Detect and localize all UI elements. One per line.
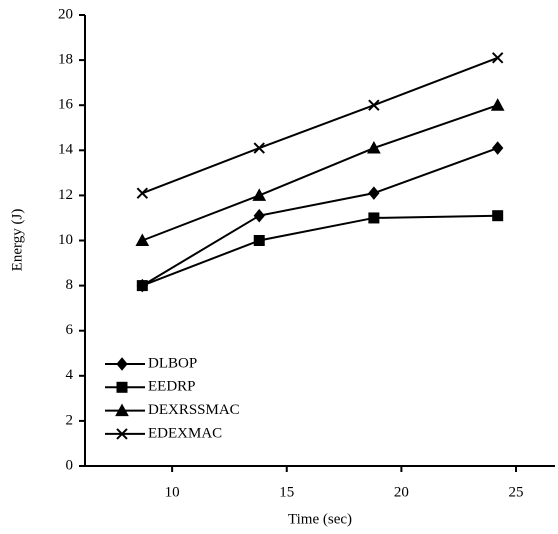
marker: [491, 52, 504, 64]
marker: [253, 142, 265, 154]
marker: [492, 210, 504, 222]
x-tick-label: 25: [509, 484, 524, 500]
marker: [367, 141, 381, 154]
legend-marker: [116, 381, 128, 393]
y-tick-label: 12: [58, 187, 73, 203]
marker: [253, 208, 265, 223]
legend-label: EDEXMAC: [148, 425, 222, 441]
y-tick-label: 8: [66, 277, 74, 293]
legend-label: DEXRSSMAC: [148, 402, 240, 418]
y-tick-label: 6: [66, 322, 74, 338]
legend-marker: [115, 403, 129, 417]
marker: [368, 99, 380, 111]
legend-label: EEDRP: [148, 379, 196, 395]
series-line: [141, 147, 499, 287]
marker: [490, 98, 505, 111]
marker: [253, 235, 265, 246]
marker: [252, 188, 267, 201]
y-tick-label: 16: [58, 97, 74, 113]
y-tick-label: 10: [58, 232, 73, 248]
y-tick-label: 18: [58, 52, 73, 68]
x-tick-label: 10: [165, 484, 180, 500]
series-line: [141, 104, 499, 242]
marker: [368, 212, 380, 224]
y-tick-label: 2: [66, 412, 74, 428]
series-line: [141, 214, 498, 287]
marker: [368, 186, 380, 200]
y-axis-label: Energy (J): [9, 209, 25, 272]
x-tick-label: 15: [279, 484, 294, 500]
y-tick-label: 0: [66, 457, 74, 473]
x-axis-label: Time (sec): [288, 511, 352, 527]
y-tick-label: 14: [58, 142, 74, 158]
legend-label: DLBOP: [148, 355, 197, 371]
y-tick-label: 20: [58, 6, 73, 22]
legend-marker: [116, 428, 128, 440]
x-tick-label: 20: [394, 484, 409, 500]
marker: [492, 141, 504, 155]
marker: [136, 280, 148, 292]
series-line: [141, 56, 499, 195]
y-tick-label: 4: [66, 367, 74, 383]
legend-marker: [116, 357, 128, 371]
marker: [135, 233, 150, 246]
marker: [136, 187, 149, 199]
